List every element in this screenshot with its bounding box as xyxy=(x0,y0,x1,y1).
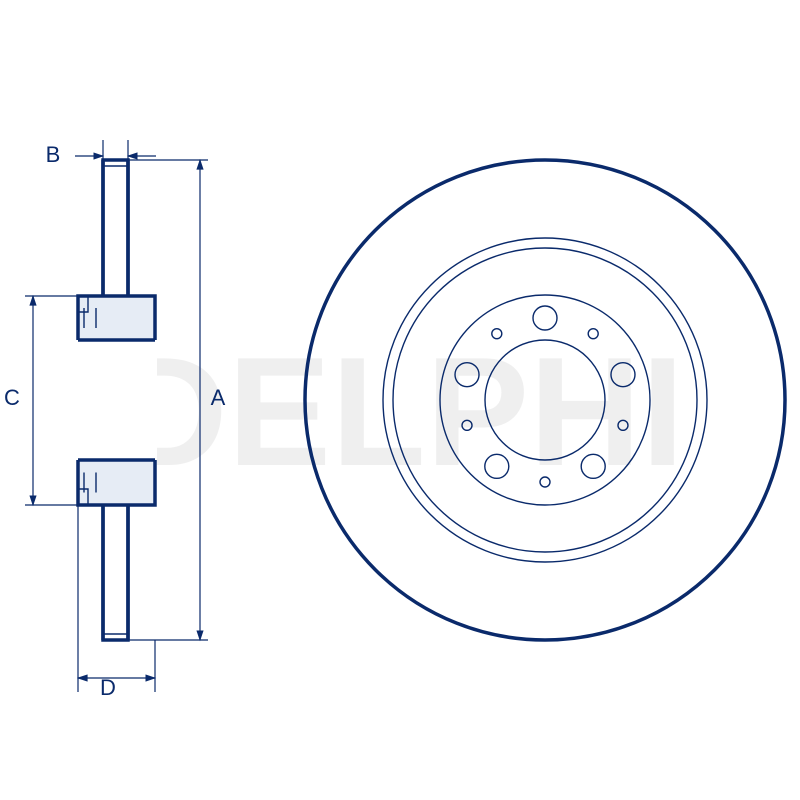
side-view xyxy=(76,160,157,640)
dim-label-d: D xyxy=(100,675,116,700)
technical-drawing: DELPHIACBD xyxy=(0,0,800,800)
dim-label-a: A xyxy=(211,385,226,410)
dim-label-b: B xyxy=(46,142,61,167)
dim-label-c: C xyxy=(4,385,20,410)
